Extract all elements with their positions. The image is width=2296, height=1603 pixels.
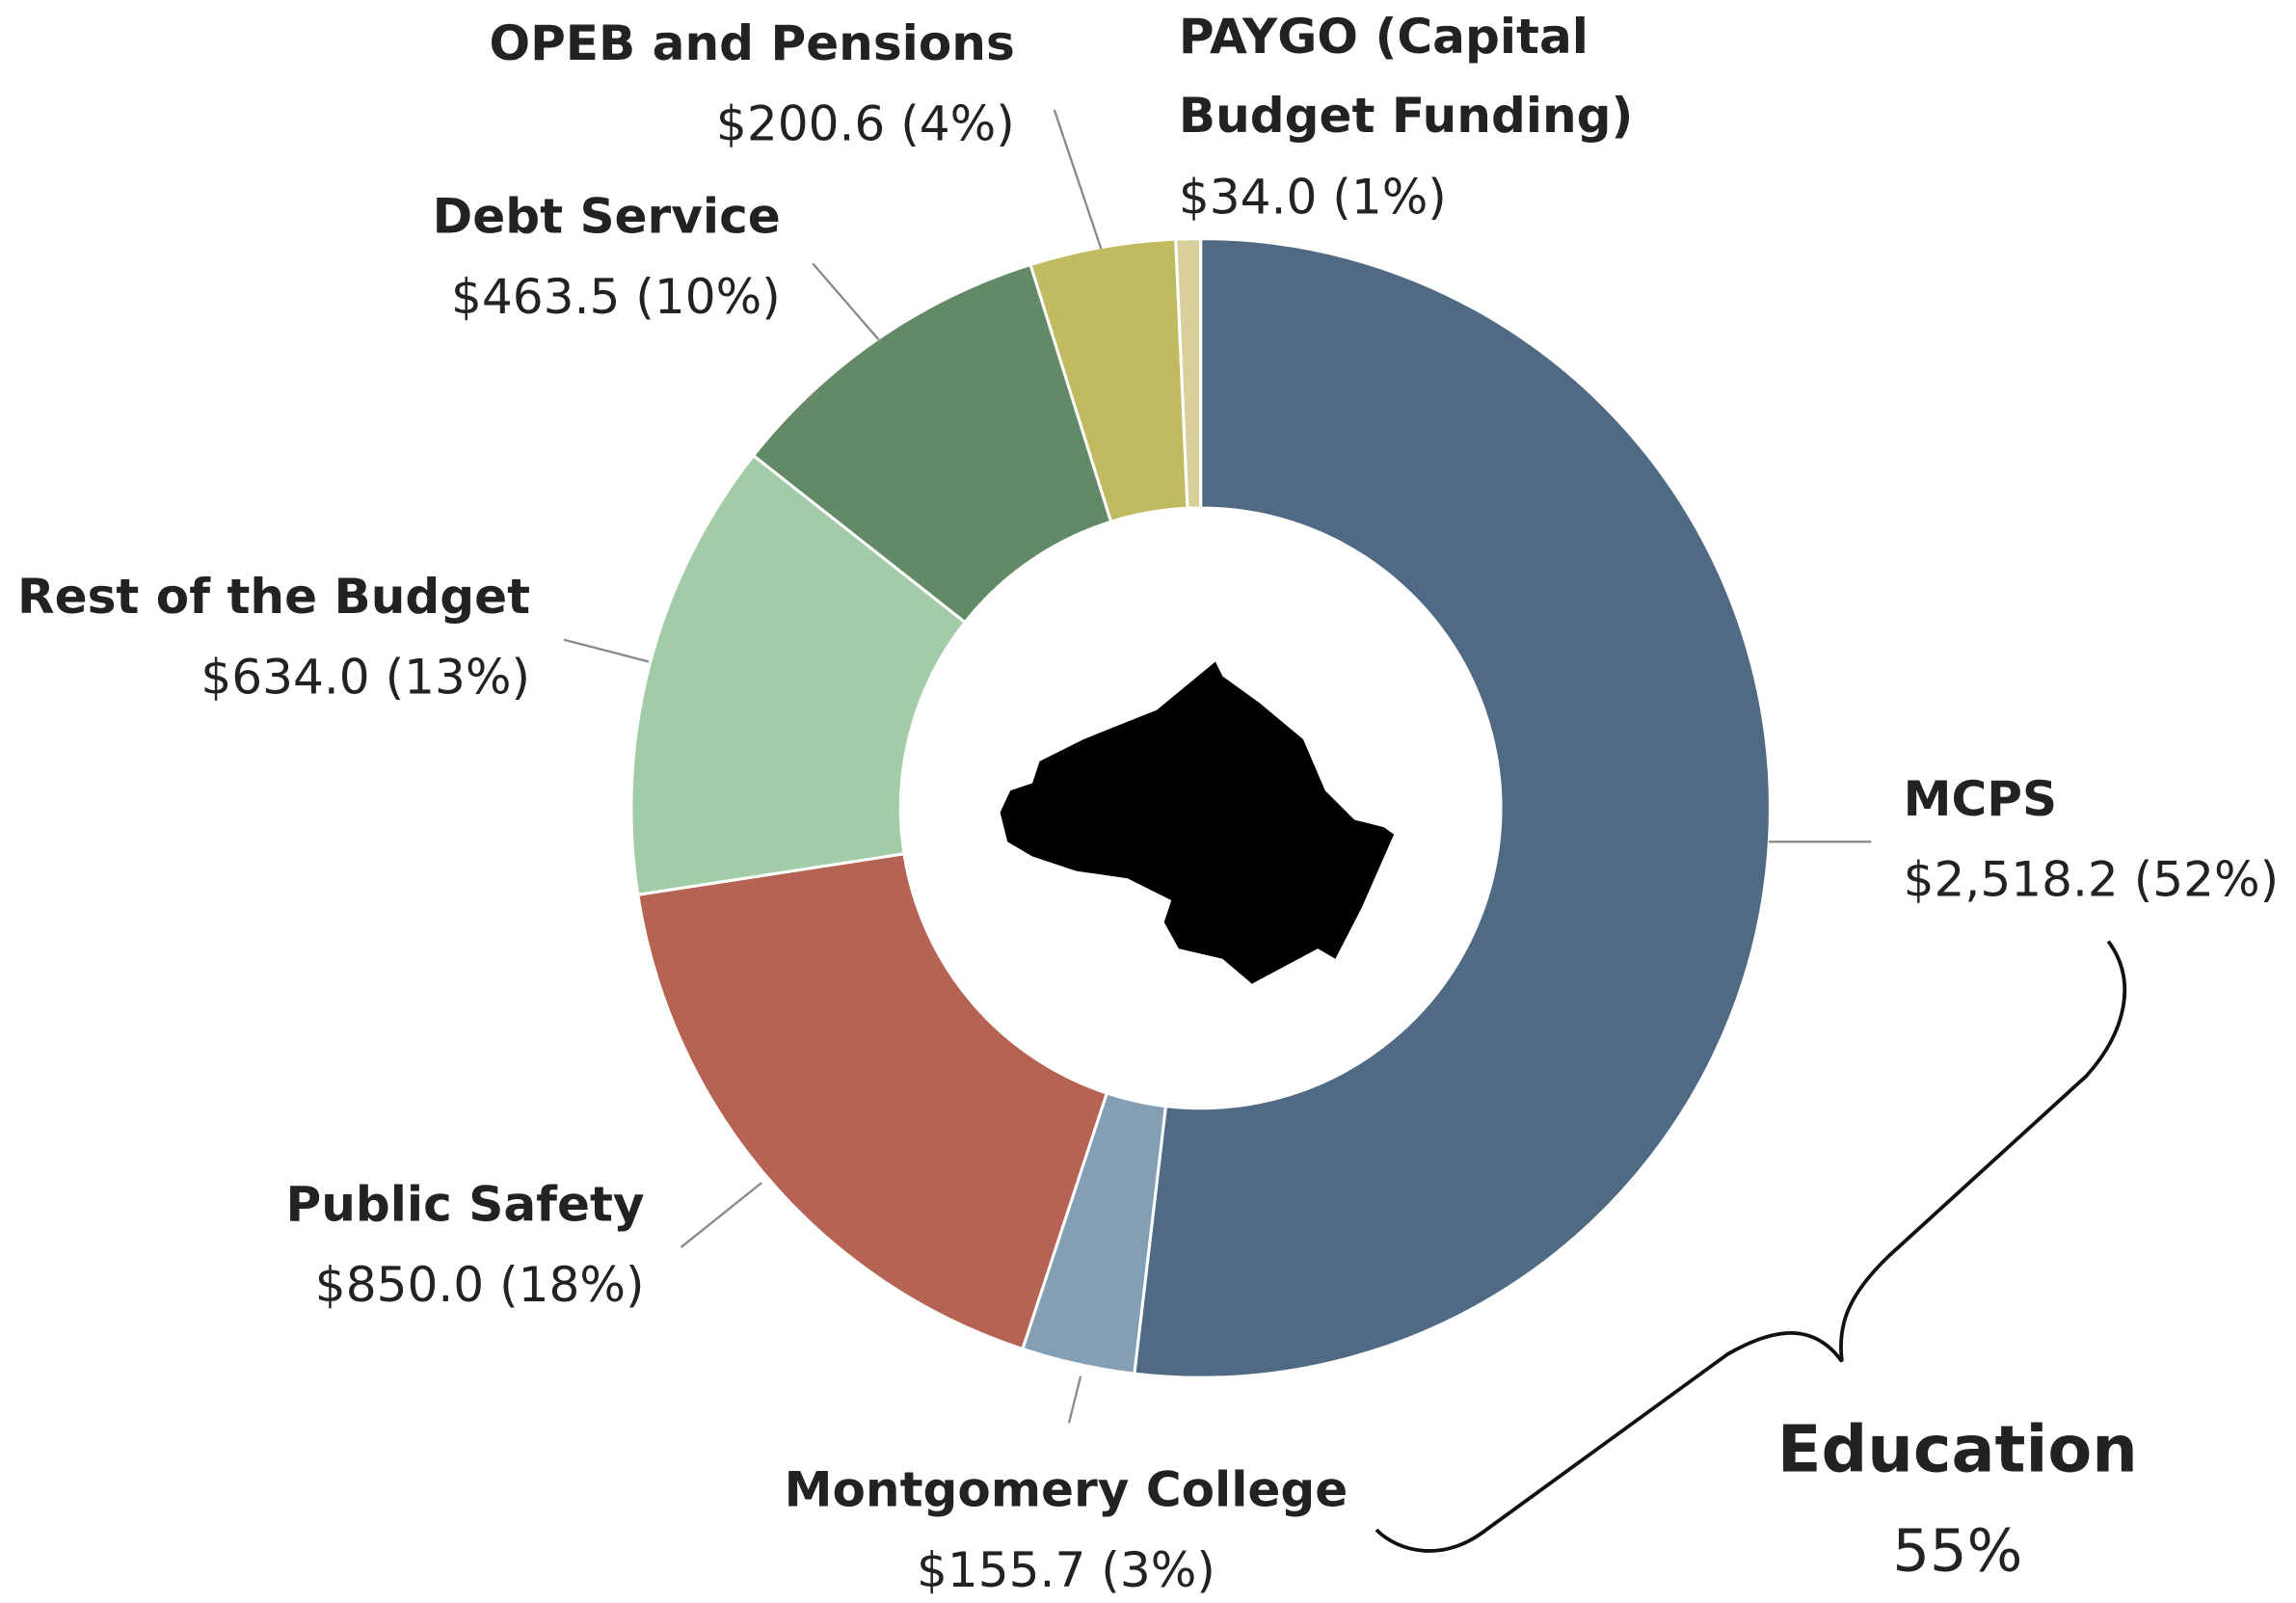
slice [751, 262, 1113, 625]
brace [1375, 940, 2127, 1553]
leader-line [1053, 109, 1103, 250]
slice-label: Montgomery College [785, 1461, 1348, 1518]
donut [629, 237, 1772, 1379]
slice-label: Rest of the Budget [17, 568, 530, 625]
value-label: $34.0 (1%) [1179, 169, 1447, 226]
leader-line [680, 1182, 762, 1248]
slice-label: MCPS [1904, 770, 2057, 827]
leader-line [812, 262, 880, 341]
slice [629, 453, 968, 896]
value-label: $200.6 (4%) [716, 95, 1015, 152]
slice-label: Debt Service [433, 187, 781, 244]
slice [1133, 237, 1772, 1379]
slice [636, 851, 1109, 1351]
annotation: Education [1777, 1412, 2138, 1487]
county-map [1000, 661, 1395, 984]
leader-line [1067, 1376, 1082, 1424]
value-label: $463.5 (10%) [451, 268, 781, 325]
value-label: $155.7 (3%) [917, 1541, 1215, 1598]
value-label: $634.0 (13%) [200, 649, 530, 706]
slice-label: Public Safety [285, 1175, 644, 1232]
leader-line [563, 638, 650, 663]
value-label: $2,518.2 (52%) [1904, 850, 2280, 907]
slice-label: PAYGO (Capital Budget Funding) [1179, 8, 1634, 144]
value-label: $850.0 (18%) [315, 1256, 645, 1313]
slice [1174, 237, 1203, 510]
annotation: 55% [1892, 1517, 2022, 1585]
slice-label: OPEB and Pensions [489, 14, 1014, 71]
